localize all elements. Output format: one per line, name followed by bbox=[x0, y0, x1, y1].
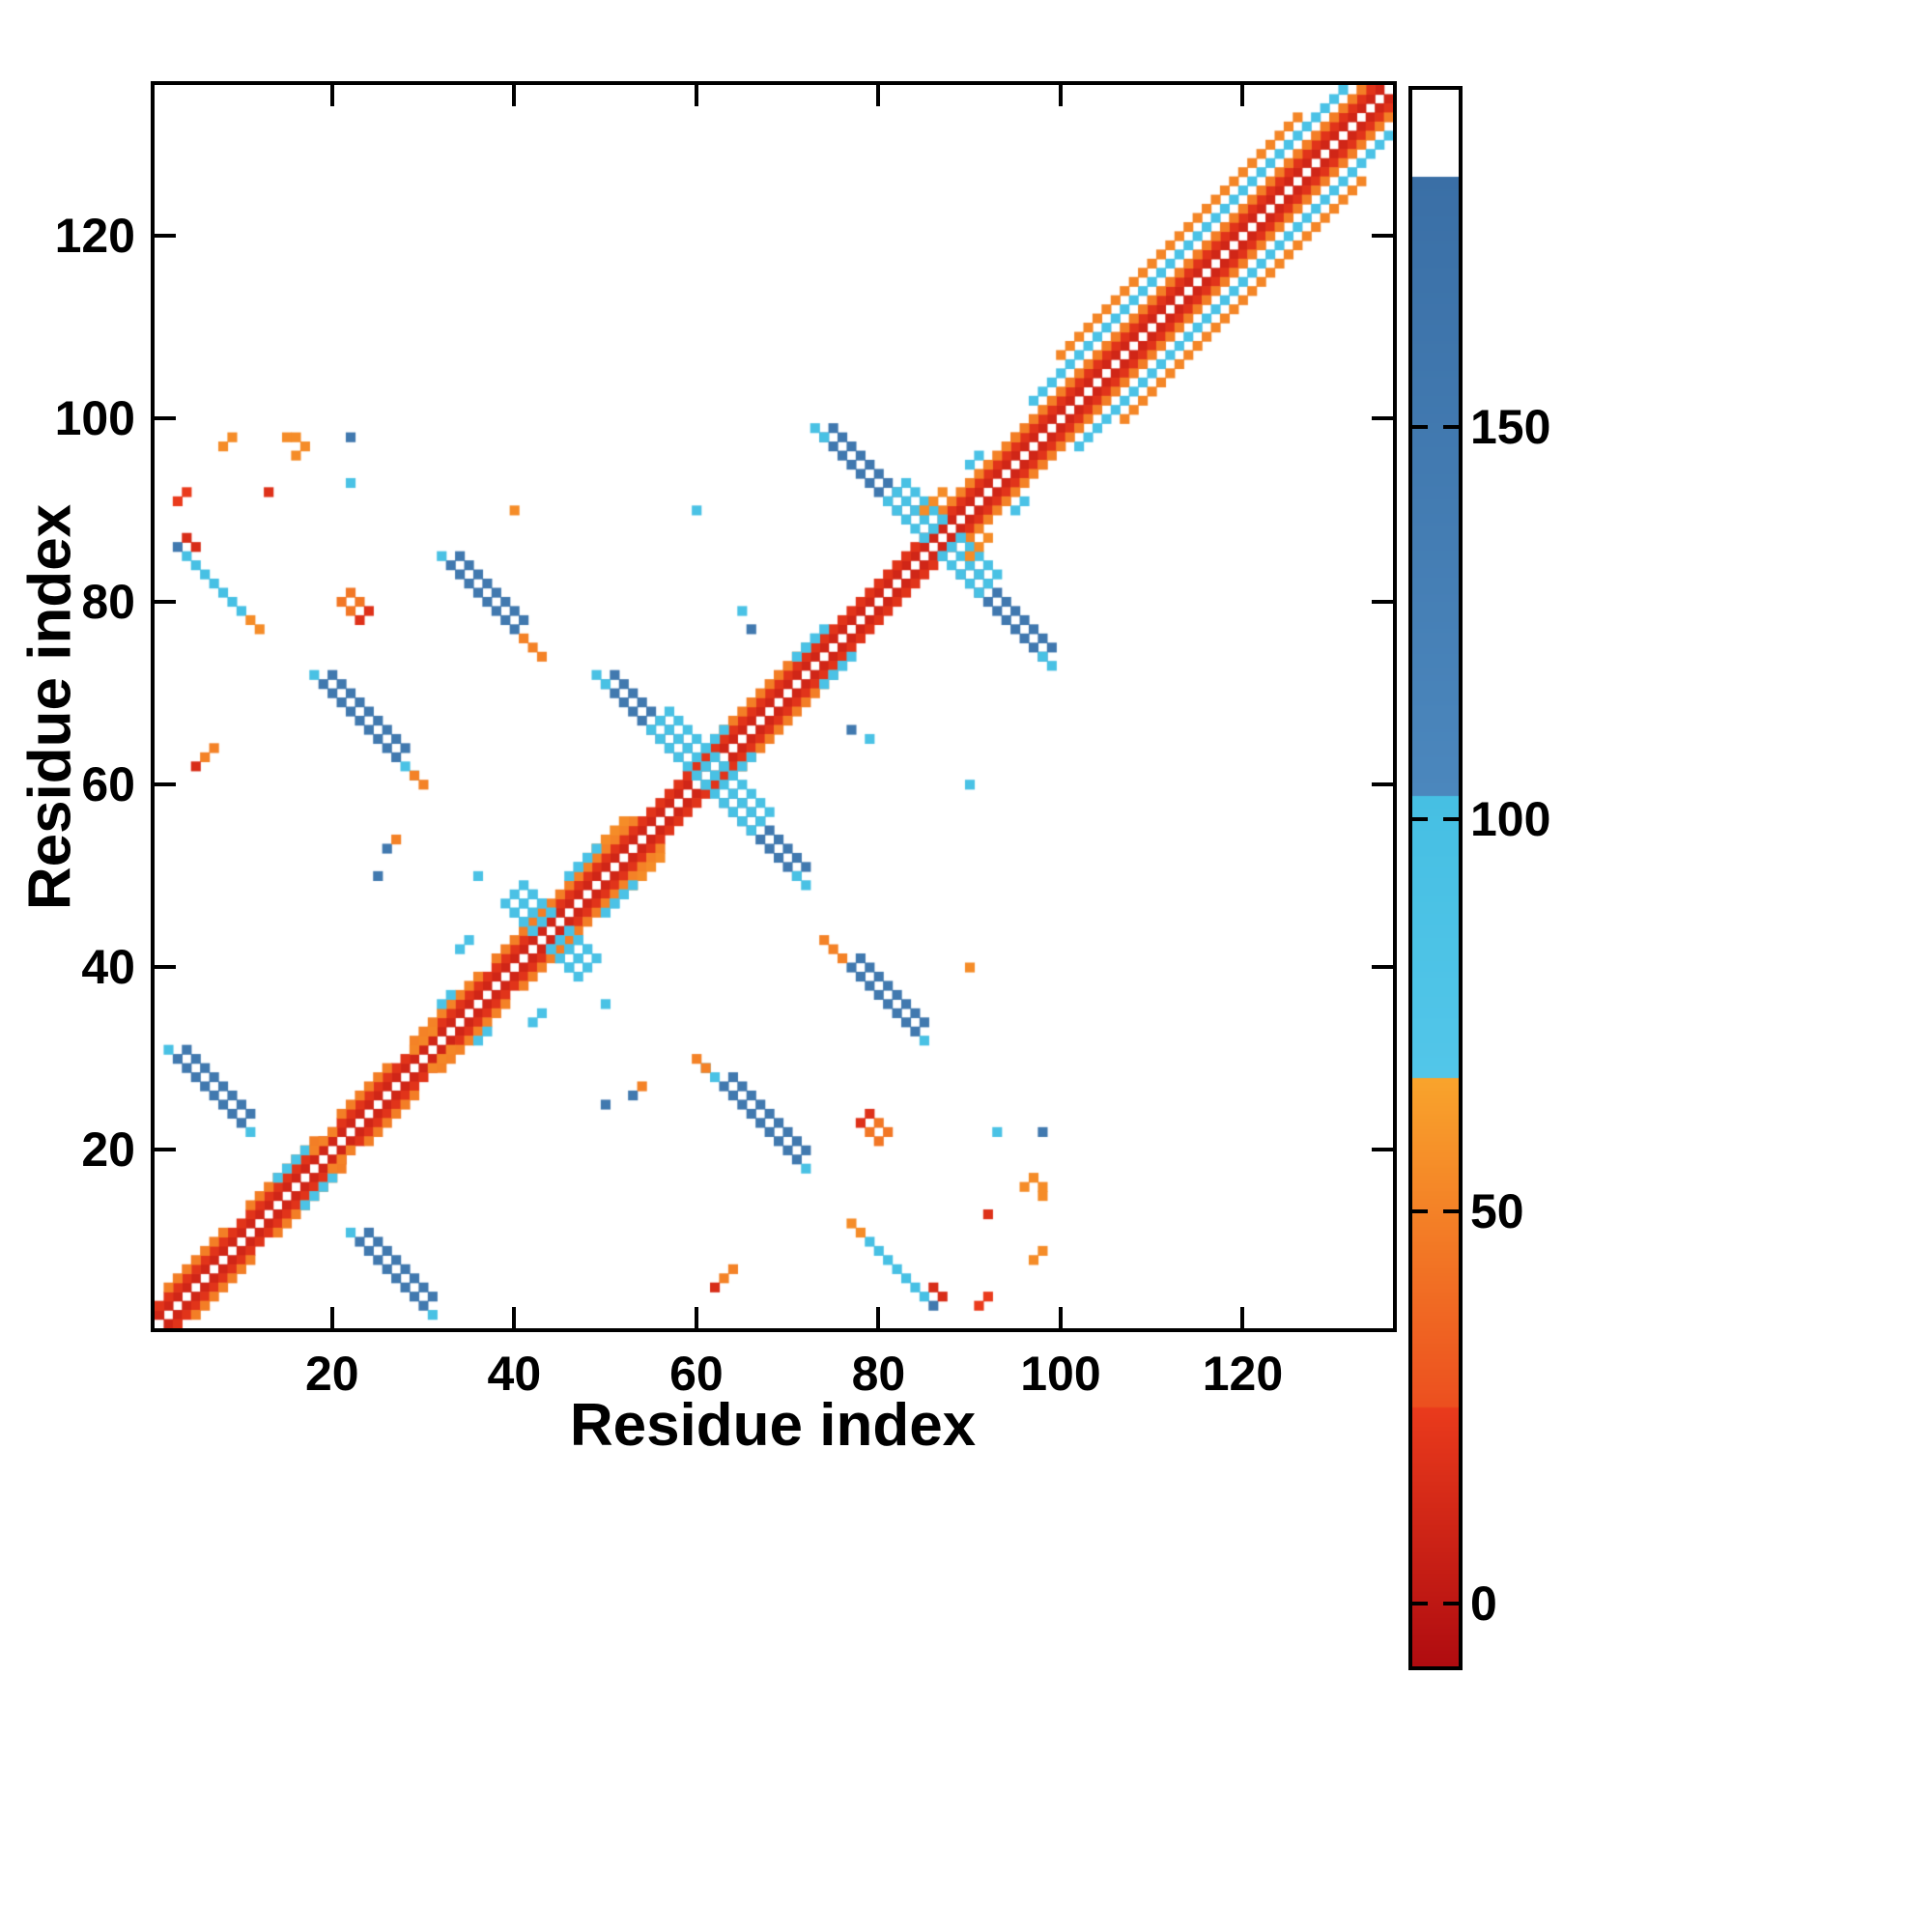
x-tick-label: 40 bbox=[487, 1347, 542, 1401]
plot-area bbox=[151, 81, 1397, 1332]
x-tick-label: 100 bbox=[1020, 1347, 1101, 1401]
colorbar-canvas bbox=[1412, 90, 1459, 1666]
colorbar-tick bbox=[1412, 1602, 1428, 1606]
y-tick bbox=[1372, 1148, 1393, 1152]
colorbar-tick bbox=[1443, 425, 1459, 430]
y-tick bbox=[155, 1148, 176, 1152]
x-tick bbox=[329, 1307, 334, 1328]
x-axis-title: Residue index bbox=[569, 1392, 977, 1459]
x-tick bbox=[512, 1307, 517, 1328]
x-tick bbox=[694, 85, 698, 106]
colorbar-tick bbox=[1412, 1209, 1428, 1214]
y-tick bbox=[1372, 234, 1393, 239]
y-tick bbox=[155, 781, 176, 786]
y-tick bbox=[1372, 416, 1393, 421]
y-axis-title: Residue index bbox=[16, 503, 84, 911]
colorbar-tick bbox=[1412, 817, 1428, 822]
x-tick bbox=[876, 1307, 881, 1328]
x-tick bbox=[512, 85, 517, 106]
colorbar bbox=[1408, 86, 1463, 1670]
x-tick bbox=[329, 85, 334, 106]
colorbar-tick-label: 100 bbox=[1470, 792, 1551, 847]
y-tick bbox=[155, 234, 176, 239]
colorbar-tick-label: 50 bbox=[1470, 1184, 1524, 1239]
y-tick bbox=[155, 416, 176, 421]
y-tick bbox=[155, 965, 176, 970]
y-tick-label: 40 bbox=[81, 940, 135, 995]
y-tick bbox=[1372, 781, 1393, 786]
x-tick bbox=[1058, 1307, 1063, 1328]
y-tick bbox=[1372, 965, 1393, 970]
y-tick-label: 100 bbox=[54, 391, 135, 446]
x-tick bbox=[876, 85, 881, 106]
x-tick bbox=[1058, 85, 1063, 106]
y-tick-label: 20 bbox=[81, 1122, 135, 1178]
y-tick bbox=[1372, 599, 1393, 604]
x-tick bbox=[1240, 85, 1245, 106]
y-tick-label: 60 bbox=[81, 756, 135, 811]
colorbar-tick-label: 0 bbox=[1470, 1577, 1497, 1632]
x-tick bbox=[1240, 1307, 1245, 1328]
colorbar-tick bbox=[1443, 1602, 1459, 1606]
contact-map-canvas bbox=[155, 85, 1393, 1328]
colorbar-tick-label: 150 bbox=[1470, 400, 1551, 455]
x-tick bbox=[694, 1307, 698, 1328]
x-tick-label: 120 bbox=[1202, 1347, 1284, 1401]
x-tick-label: 80 bbox=[851, 1347, 906, 1401]
y-tick-label: 120 bbox=[54, 209, 135, 264]
colorbar-tick bbox=[1412, 425, 1428, 430]
y-tick-label: 80 bbox=[81, 574, 135, 629]
colorbar-tick bbox=[1443, 817, 1459, 822]
x-tick-label: 20 bbox=[305, 1347, 359, 1401]
x-tick-label: 60 bbox=[669, 1347, 724, 1401]
colorbar-tick bbox=[1443, 1209, 1459, 1214]
y-tick bbox=[155, 599, 176, 604]
